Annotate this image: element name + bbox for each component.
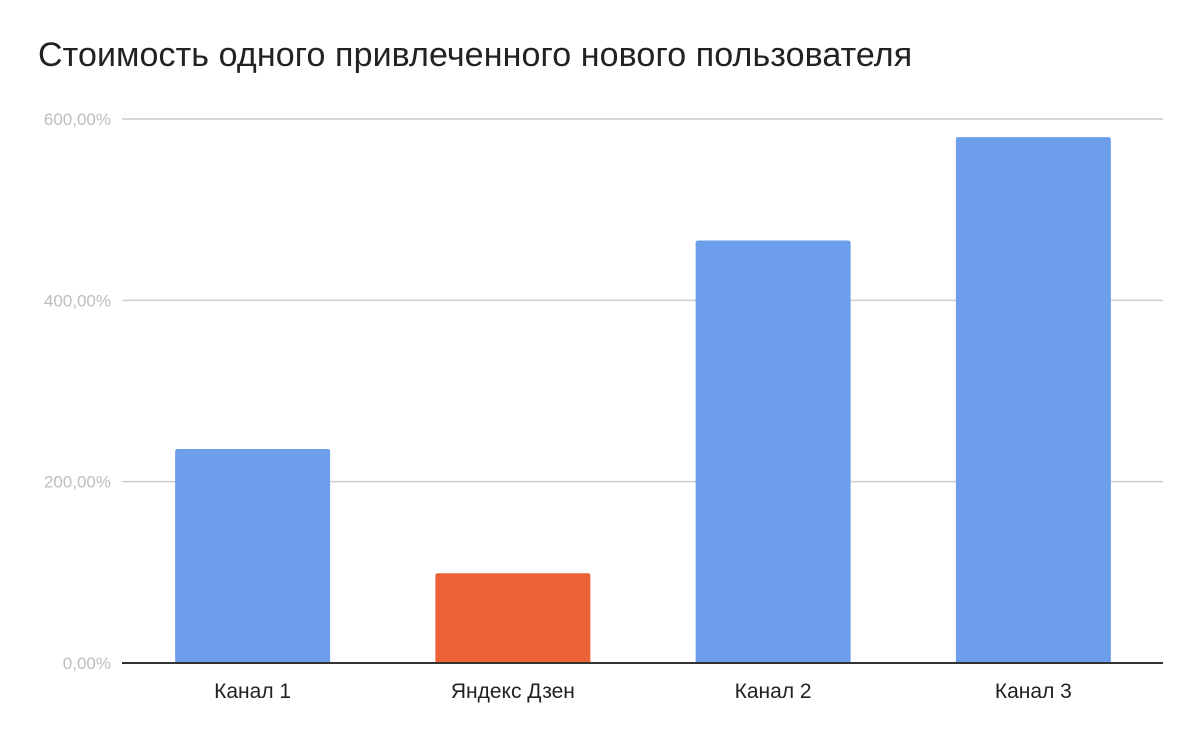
y-tick-label: 0,00% [63,654,111,673]
bar-2 [435,573,591,663]
y-tick-label: 600,00% [44,110,111,129]
bar-4 [955,137,1111,664]
y-axis-tick-labels: 0,00% 200,00% 400,00% 600,00% [44,110,111,673]
x-tick-label: Яндекс Дзен [451,680,575,703]
y-tick-label: 200,00% [44,473,111,492]
y-tick-label: 400,00% [44,291,111,310]
x-tick-label: Канал 2 [735,680,812,703]
chart-title: Стоимость одного привлеченного нового по… [38,36,913,74]
bar-3 [695,240,851,663]
bar-1 [175,449,331,663]
x-tick-label: Канал 1 [214,680,291,703]
bars [175,137,1111,664]
x-tick-label: Канал 3 [995,680,1072,703]
x-axis-tick-labels: Канал 1 Яндекс Дзен Канал 2 Канал 3 [214,680,1072,703]
